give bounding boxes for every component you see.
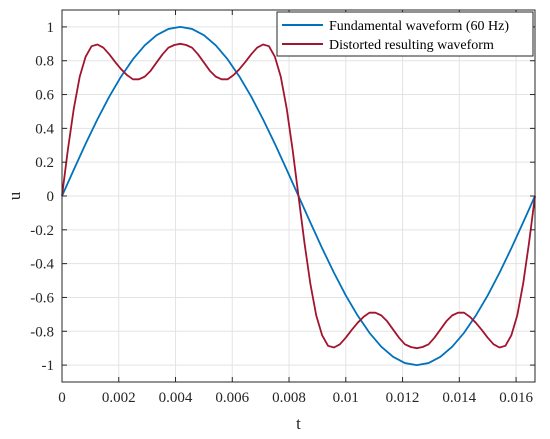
x-tick-label: 0.004 xyxy=(159,390,193,406)
y-tick-label: -0.8 xyxy=(30,324,54,340)
x-axis-label: t xyxy=(296,414,301,433)
series-lines xyxy=(61,26,536,366)
x-tick-label: 0 xyxy=(58,390,66,406)
legend-box xyxy=(276,11,534,57)
y-tick-label: 1 xyxy=(47,20,55,36)
y-tick-label: 0.6 xyxy=(35,88,54,104)
x-tick-labels: 0 0.002 0.004 0.006 0.008 0.01 0.012 0.014 0.016 xyxy=(58,390,533,406)
y-tick-label: -0.2 xyxy=(30,223,54,239)
y-tick-labels: 1 0.8 0.6 0.4 0.2 0 -0.2 -0.4 -0.6 -0.8 -1 xyxy=(30,20,54,374)
y-tick-label: 0.4 xyxy=(35,121,54,137)
legend-label-distorted: Distorted resulting waveform xyxy=(329,38,494,53)
y-tick-label: 0.2 xyxy=(35,155,54,171)
x-tick-label: 0.008 xyxy=(272,390,306,406)
legend: Fundamental waveform (60 Hz) Distorted r… xyxy=(276,11,534,57)
y-tick-label: 0 xyxy=(47,189,55,205)
x-tick-label: 0.006 xyxy=(215,390,249,406)
y-tick-label: -0.4 xyxy=(30,257,54,273)
y-tick-label: 0.8 xyxy=(35,54,54,70)
series-line-distorted xyxy=(61,42,536,350)
legend-label-fundamental: Fundamental waveform (60 Hz) xyxy=(329,19,509,34)
x-tick-label: 0.002 xyxy=(102,390,136,406)
x-tick-label: 0.014 xyxy=(442,390,476,406)
x-tick-label: 0.012 xyxy=(386,390,420,406)
y-axis-label: u xyxy=(5,191,24,200)
x-tick-label: 0.01 xyxy=(333,390,359,406)
y-tick-label: -1 xyxy=(42,358,55,374)
y-tick-label: -0.6 xyxy=(30,290,54,306)
x-tick-label: 0.016 xyxy=(499,390,533,406)
